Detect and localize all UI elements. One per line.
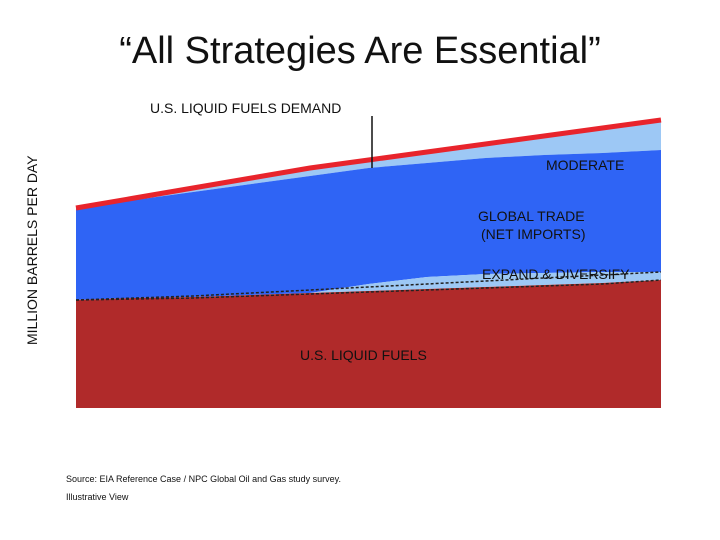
illustrative-note: Illustrative View (66, 492, 129, 502)
label-expand-diversify: EXPAND & DIVERSIFY (482, 266, 630, 282)
demand-line (75, 117, 662, 211)
label-global-trade-2: (NET IMPORTS) (481, 226, 586, 242)
dashed-boundary-upper (75, 271, 662, 301)
area-global-trade (76, 150, 661, 300)
label-demand: U.S. LIQUID FUELS DEMAND (150, 100, 341, 116)
source-note: Source: EIA Reference Case / NPC Global … (66, 474, 341, 484)
area-expand-diversify (76, 272, 661, 300)
label-moderate: MODERATE (546, 157, 624, 173)
slide-title: “All Strategies Are Essential” (119, 30, 601, 72)
label-global-trade-1: GLOBAL TRADE (478, 208, 585, 224)
area-us-liquid-fuels (76, 280, 661, 408)
label-us-liquid-fuels: U.S. LIQUID FUELS (300, 347, 427, 363)
dashed-boundary-lower (75, 279, 662, 301)
